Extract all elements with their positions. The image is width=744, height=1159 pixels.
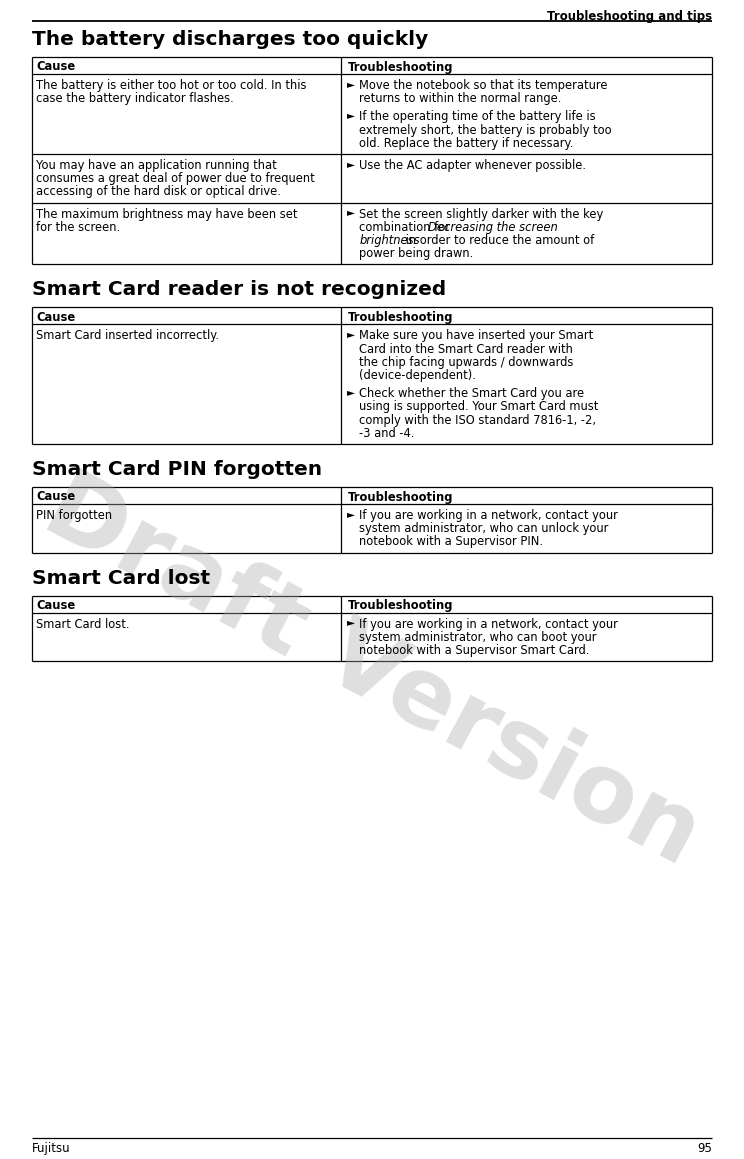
Text: Troubleshooting: Troubleshooting bbox=[347, 311, 453, 323]
Text: Smart Card PIN forgotten: Smart Card PIN forgotten bbox=[32, 460, 322, 479]
Text: Card into the Smart Card reader with: Card into the Smart Card reader with bbox=[359, 343, 574, 356]
Text: If the operating time of the battery life is: If the operating time of the battery lif… bbox=[359, 110, 596, 123]
Text: consumes a great deal of power due to frequent: consumes a great deal of power due to fr… bbox=[36, 173, 315, 185]
Text: (device-dependent).: (device-dependent). bbox=[359, 369, 476, 382]
Text: notebook with a Supervisor Smart Card.: notebook with a Supervisor Smart Card. bbox=[359, 644, 590, 657]
Text: Fujitsu: Fujitsu bbox=[32, 1142, 71, 1156]
Text: in order to reduce the amount of: in order to reduce the amount of bbox=[403, 234, 594, 247]
Text: accessing of the hard disk or optical drive.: accessing of the hard disk or optical dr… bbox=[36, 185, 281, 198]
Text: The maximum brightness may have been set: The maximum brightness may have been set bbox=[36, 207, 298, 220]
Text: Troubleshooting and tips: Troubleshooting and tips bbox=[547, 10, 712, 23]
Text: combination for: combination for bbox=[359, 221, 454, 234]
Text: case the battery indicator flashes.: case the battery indicator flashes. bbox=[36, 93, 234, 105]
Text: ►: ► bbox=[347, 79, 356, 89]
Text: returns to within the normal range.: returns to within the normal range. bbox=[359, 93, 562, 105]
Text: 95: 95 bbox=[697, 1142, 712, 1156]
Text: for the screen.: for the screen. bbox=[36, 221, 120, 234]
Text: ►: ► bbox=[347, 618, 356, 628]
Text: If you are working in a network, contact your: If you are working in a network, contact… bbox=[359, 509, 618, 522]
Text: Troubleshooting: Troubleshooting bbox=[347, 490, 453, 503]
Text: Make sure you have inserted your Smart: Make sure you have inserted your Smart bbox=[359, 329, 594, 342]
Text: brightness: brightness bbox=[359, 234, 420, 247]
Text: Troubleshooting: Troubleshooting bbox=[347, 60, 453, 73]
Text: Troubleshooting: Troubleshooting bbox=[347, 599, 453, 612]
Text: the chip facing upwards / downwards: the chip facing upwards / downwards bbox=[359, 356, 574, 369]
Text: PIN forgotten: PIN forgotten bbox=[36, 509, 112, 522]
Text: ►: ► bbox=[347, 329, 356, 340]
Text: Cause: Cause bbox=[36, 60, 75, 73]
Text: Smart Card reader is not recognized: Smart Card reader is not recognized bbox=[32, 280, 446, 299]
Text: The battery discharges too quickly: The battery discharges too quickly bbox=[32, 30, 429, 49]
Text: system administrator, who can boot your: system administrator, who can boot your bbox=[359, 630, 597, 643]
Text: ►: ► bbox=[347, 509, 356, 519]
Text: Smart Card lost: Smart Card lost bbox=[32, 569, 210, 588]
Text: Cause: Cause bbox=[36, 490, 75, 503]
Text: Cause: Cause bbox=[36, 311, 75, 323]
Text: ►: ► bbox=[347, 387, 356, 398]
Text: -3 and -4.: -3 and -4. bbox=[359, 427, 414, 439]
Text: notebook with a Supervisor PIN.: notebook with a Supervisor PIN. bbox=[359, 535, 543, 548]
Text: comply with the ISO standard 7816-1, -2,: comply with the ISO standard 7816-1, -2, bbox=[359, 414, 597, 427]
Text: extremely short, the battery is probably too: extremely short, the battery is probably… bbox=[359, 124, 612, 137]
Text: If you are working in a network, contact your: If you are working in a network, contact… bbox=[359, 618, 618, 630]
Text: Move the notebook so that its temperature: Move the notebook so that its temperatur… bbox=[359, 79, 608, 92]
Text: Decreasing the screen: Decreasing the screen bbox=[428, 221, 557, 234]
Text: The battery is either too hot or too cold. In this: The battery is either too hot or too col… bbox=[36, 79, 307, 92]
Text: using is supported. Your Smart Card must: using is supported. Your Smart Card must bbox=[359, 400, 599, 414]
Text: You may have an application running that: You may have an application running that bbox=[36, 159, 277, 172]
Text: Set the screen slightly darker with the key: Set the screen slightly darker with the … bbox=[359, 207, 603, 220]
Text: Use the AC adapter whenever possible.: Use the AC adapter whenever possible. bbox=[359, 159, 586, 172]
Text: old. Replace the battery if necessary.: old. Replace the battery if necessary. bbox=[359, 137, 574, 150]
Text: Check whether the Smart Card you are: Check whether the Smart Card you are bbox=[359, 387, 585, 400]
Text: ►: ► bbox=[347, 207, 356, 218]
Text: Smart Card inserted incorrectly.: Smart Card inserted incorrectly. bbox=[36, 329, 219, 342]
Text: Smart Card lost.: Smart Card lost. bbox=[36, 618, 129, 630]
Text: Cause: Cause bbox=[36, 599, 75, 612]
Text: power being drawn.: power being drawn. bbox=[359, 247, 474, 261]
Text: system administrator, who can unlock your: system administrator, who can unlock you… bbox=[359, 523, 609, 535]
Text: ►: ► bbox=[347, 159, 356, 169]
Text: ►: ► bbox=[347, 110, 356, 121]
Text: Draft Version: Draft Version bbox=[29, 460, 715, 884]
